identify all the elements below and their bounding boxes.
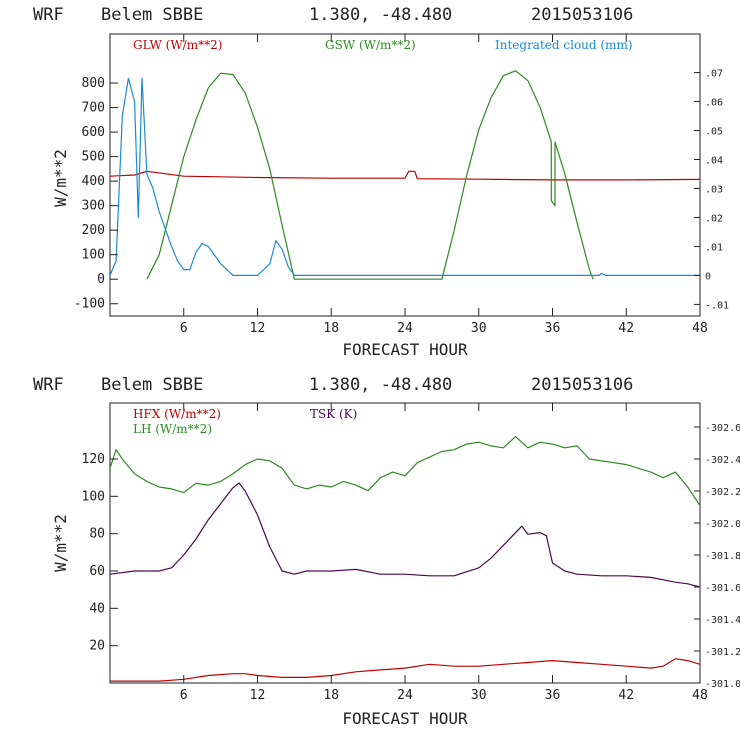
legend-gsw: GSW (W/m**2): [325, 38, 416, 52]
x-tick-label: 42: [618, 321, 634, 336]
y-tick-label: 40: [89, 601, 105, 616]
header-model: WRF: [33, 375, 64, 395]
y2-tick-label: .07: [705, 69, 723, 80]
x-tick-label: 6: [180, 321, 188, 336]
y-tick-label: 80: [89, 527, 105, 542]
legend-tsk: TSK (K): [310, 407, 357, 421]
y-tick-label: 100: [82, 248, 105, 263]
y-tick-label: -100: [74, 297, 105, 312]
y-axis-label: W/m**2: [51, 149, 70, 207]
header-coords: 1.380, -48.480: [309, 375, 452, 395]
y-tick-label: 0: [97, 272, 105, 287]
x-tick-label: 12: [250, 321, 266, 336]
legend-glw: GLW (W/m**2): [133, 38, 222, 52]
header-run: 2015053106: [531, 5, 633, 25]
legend-cloud: Integrated cloud (mm): [495, 38, 633, 52]
y-tick-label: 200: [82, 223, 105, 238]
y2-tick-label: -301.8: [705, 551, 740, 562]
header-model: WRF: [33, 5, 64, 25]
x-tick-label: 6: [180, 688, 188, 703]
x-tick-label: 36: [545, 688, 561, 703]
x-tick-label: 24: [397, 321, 413, 336]
y2-tick-label: .05: [705, 127, 723, 138]
series-line-hfx: [110, 658, 701, 682]
y2-tick-label: -302.4: [705, 455, 740, 466]
panel-2: WRF Belem SBBE 1.380, -48.480 2015053106…: [33, 375, 740, 728]
header-run: 2015053106: [531, 375, 633, 395]
header-station: Belem SBBE: [101, 375, 203, 395]
legend-lh: LH (W/m**2): [133, 422, 212, 436]
series-line-integrated: [109, 77, 700, 276]
x-tick-label: 48: [692, 321, 708, 336]
plot-frame: [109, 402, 701, 684]
header-coords: 1.380, -48.480: [309, 5, 452, 25]
series-group: [109, 70, 701, 280]
y-tick-label: 700: [82, 101, 105, 116]
y-tick-label: 500: [82, 150, 105, 165]
y2-tick-label: .02: [705, 213, 723, 224]
y2-tick-label: .06: [705, 98, 723, 109]
plot-frame: [109, 33, 701, 317]
x-axis-label: FORECAST HOUR: [342, 709, 468, 728]
y2-tick-label: -302.0: [705, 519, 740, 530]
x-axis-label: FORECAST HOUR: [342, 340, 468, 359]
header-station: Belem SBBE: [101, 5, 203, 25]
y2-tick-label: .01: [705, 242, 723, 253]
y2-tick-label: -.01: [705, 300, 729, 311]
y-tick-label: 120: [82, 452, 105, 467]
y2-tick-label: -301.6: [705, 583, 740, 594]
axes-group: 6 12 18 24 30 36 42 48 20 40 60 80 100 120 -301.0 -301.…: [82, 403, 740, 703]
y-axis-label: W/m**2: [51, 514, 70, 572]
x-tick-label: 48: [692, 688, 708, 703]
series-line-lh: [109, 436, 701, 507]
y-tick-label: 300: [82, 199, 105, 214]
x-tick-label: 30: [471, 321, 487, 336]
y-tick-label: 400: [82, 174, 105, 189]
y-tick-label: 600: [82, 125, 105, 140]
x-tick-label: 36: [545, 321, 561, 336]
series-line-gsw: [146, 70, 594, 280]
x-tick-label: 30: [471, 688, 487, 703]
y-tick-label: 20: [89, 639, 105, 654]
y2-tick-label: -301.4: [705, 615, 740, 626]
y-tick-label: 100: [82, 489, 105, 504]
y2-tick-label: 0: [705, 271, 711, 282]
y2-tick-label: -301.2: [705, 647, 740, 658]
series-line-glw: [109, 170, 701, 181]
y2-tick-label: .03: [705, 184, 723, 195]
legend-hfx: HFX (W/m**2): [133, 407, 221, 421]
y2-tick-label: .04: [705, 155, 723, 166]
y-tick-label: 800: [82, 76, 105, 91]
y2-tick-label: -302.2: [705, 487, 740, 498]
series-line-tsk: [109, 482, 701, 588]
y2-tick-label: -301.0: [705, 679, 740, 690]
y2-tick-label: -302.6: [705, 423, 740, 434]
series-group: [109, 436, 701, 682]
x-tick-label: 24: [397, 688, 413, 703]
y-tick-label: 60: [89, 564, 105, 579]
panel-1: WRF Belem SBBE 1.380, -48.480 2015053106…: [33, 5, 729, 359]
x-tick-label: 18: [323, 688, 339, 703]
x-tick-label: 42: [618, 688, 634, 703]
x-tick-label: 18: [323, 321, 339, 336]
axes-group: 6 12 18 24 30 36 42 48 -100 0 100 200 300 400 500 600 70…: [74, 34, 729, 336]
x-tick-label: 12: [250, 688, 266, 703]
